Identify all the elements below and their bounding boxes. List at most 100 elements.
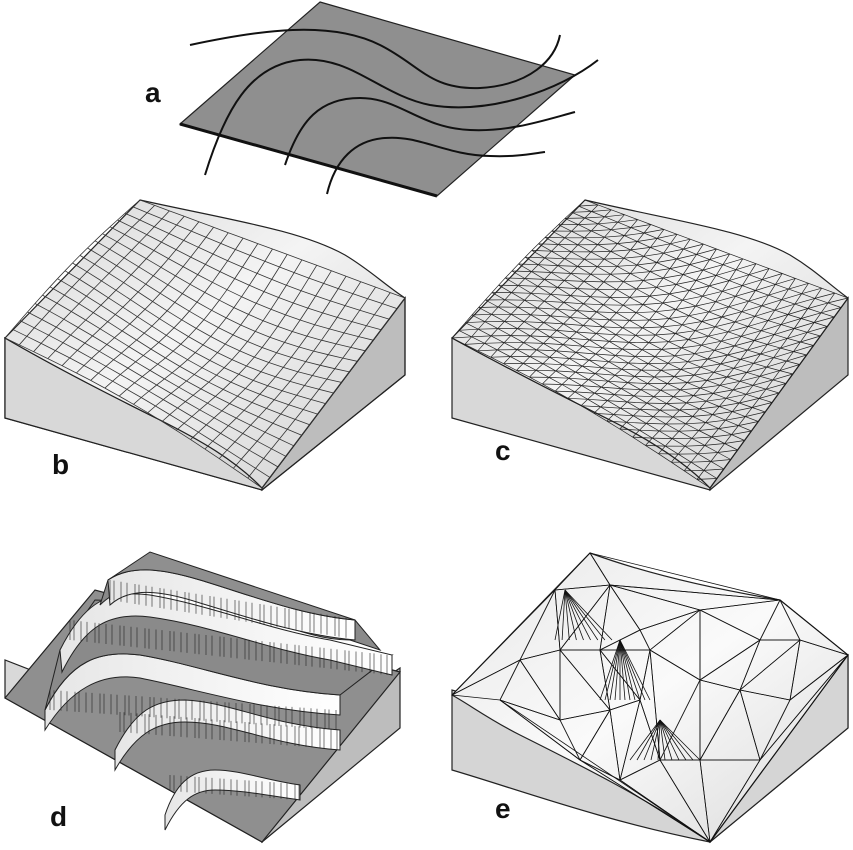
mesh-line: [524, 278, 539, 287]
tin-fan-edge: [619, 639, 651, 701]
mesh-line: [740, 353, 761, 360]
mesh-line: [601, 386, 622, 389]
mesh-line: [205, 236, 221, 244]
mesh-line: [698, 430, 712, 438]
mesh-line: [646, 396, 655, 404]
mesh-line: [209, 360, 225, 369]
mesh-line: [121, 346, 130, 354]
mesh-line: [548, 377, 563, 385]
mesh-line: [800, 308, 809, 319]
mesh-line: [564, 212, 572, 219]
mesh-line: [198, 246, 214, 255]
mesh-line: [703, 461, 712, 471]
mesh-line: [675, 299, 683, 310]
mesh-line: [116, 265, 132, 276]
mesh-line: [656, 277, 664, 288]
tin-fan-edge: [564, 589, 599, 641]
mesh-line: [787, 331, 808, 339]
mesh-line: [171, 366, 181, 374]
tin-edge: [579, 759, 711, 843]
mesh-line: [606, 420, 620, 430]
mesh-line: [174, 293, 183, 303]
mesh-line: [759, 366, 767, 377]
mesh-line: [655, 326, 663, 336]
mesh-line: [154, 218, 163, 227]
mesh-line: [564, 280, 578, 289]
mesh-line: [688, 315, 703, 322]
mesh-line: [633, 389, 642, 397]
mesh-line: [788, 288, 802, 295]
mesh-line: [694, 349, 715, 355]
mesh-line: [358, 325, 367, 337]
mesh-line: [79, 279, 95, 289]
mesh-line: [275, 376, 291, 382]
mesh-line: [358, 336, 374, 341]
mesh-line: [678, 430, 699, 432]
mesh-line: [108, 272, 124, 283]
mesh-line: [314, 312, 323, 325]
mesh-line: [321, 328, 330, 341]
mesh-line: [608, 334, 617, 342]
mesh-line: [79, 271, 88, 280]
mesh-line: [703, 470, 718, 479]
mesh-line: [94, 240, 110, 250]
mesh-line: [591, 209, 612, 212]
mesh-line: [626, 421, 647, 424]
mesh-line: [713, 363, 721, 373]
mesh-line: [135, 361, 151, 371]
mesh-line: [551, 244, 559, 252]
tin-fan-edge: [659, 719, 680, 761]
mesh-line: [464, 336, 472, 345]
mesh-line: [471, 314, 486, 323]
mesh-line: [359, 309, 375, 316]
mesh-line: [19, 344, 34, 353]
mesh-line: [670, 243, 684, 250]
mesh-line: [716, 248, 730, 255]
mesh-line: [272, 413, 282, 424]
mesh-line: [255, 331, 271, 338]
mesh-line: [218, 449, 228, 459]
mesh-line: [747, 340, 755, 351]
mesh-line: [647, 376, 655, 384]
mesh-line: [700, 366, 715, 373]
mesh-line: [544, 279, 565, 281]
mesh-line: [683, 269, 704, 275]
mesh-line: [615, 355, 629, 364]
mesh-line: [130, 266, 139, 276]
mesh-line: [576, 331, 590, 341]
mesh-line: [591, 204, 599, 212]
mesh-line: [231, 350, 241, 360]
mesh-line: [686, 400, 707, 404]
mesh-line: [662, 268, 671, 279]
mesh-line: [738, 416, 746, 426]
mesh-line: [359, 298, 369, 311]
mesh-line: [696, 280, 710, 287]
mesh-line: [648, 342, 662, 350]
mesh-line: [637, 232, 645, 242]
mesh-line: [680, 369, 695, 376]
mesh-line: [580, 399, 589, 406]
mesh-line: [226, 449, 242, 460]
mesh-line: [264, 431, 280, 440]
mesh-line: [692, 414, 713, 417]
mesh-line: [735, 285, 743, 297]
mesh-line: [237, 388, 246, 397]
mesh-line: [497, 328, 511, 336]
mesh-line: [93, 288, 109, 299]
mesh-line: [330, 300, 346, 306]
mesh-line: [601, 380, 609, 388]
mesh-line: [542, 383, 563, 385]
mesh-line: [312, 375, 327, 380]
mesh-line: [537, 286, 552, 295]
mesh-line: [132, 206, 148, 214]
mesh-line: [589, 311, 597, 320]
mesh-line: [295, 419, 310, 426]
mesh-line: [145, 283, 161, 294]
mesh-line: [261, 347, 277, 354]
mesh-line: [108, 297, 124, 308]
mesh-line: [602, 326, 623, 329]
tin-fan-edge: [659, 719, 701, 761]
mesh-line: [286, 419, 296, 430]
mesh-line: [668, 333, 676, 342]
mesh-line: [745, 385, 754, 395]
